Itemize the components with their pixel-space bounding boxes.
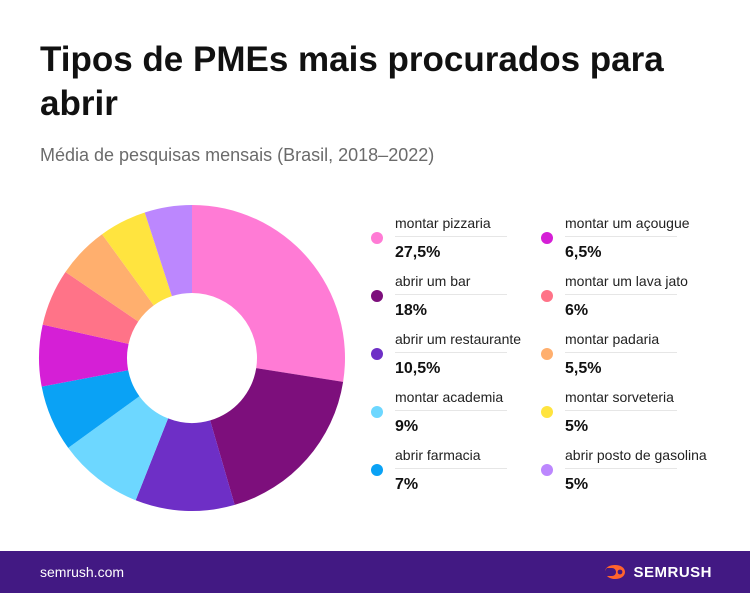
legend-value: 7% xyxy=(395,476,419,493)
legend-item: montar um açougue 6,5% xyxy=(538,208,708,264)
legend-swatch xyxy=(371,464,383,476)
legend-swatch xyxy=(541,406,553,418)
footer-url[interactable]: semrush.com xyxy=(40,564,125,580)
donut-slice-2 xyxy=(210,368,344,505)
donut-slice-8 xyxy=(65,234,154,322)
legend-divider xyxy=(565,236,677,237)
donut-slice-4 xyxy=(68,396,169,501)
legend-item: montar pizzaria 27,5% xyxy=(368,208,538,264)
legend-divider xyxy=(565,410,677,411)
legend-value: 5% xyxy=(565,476,589,493)
legend-item: montar academia 9% xyxy=(368,382,538,438)
legend-value: 6% xyxy=(565,302,589,319)
legend-item: abrir um restaurante 10,5% xyxy=(368,324,538,380)
legend-value: 9% xyxy=(395,418,419,435)
legend-value: 18% xyxy=(395,302,428,319)
legend-swatch xyxy=(541,348,553,360)
legend-divider xyxy=(565,352,677,353)
legend-divider xyxy=(565,468,677,469)
legend-swatch xyxy=(541,464,553,476)
donut-slice-9 xyxy=(102,212,172,306)
legend-item: montar sorveteria 5% xyxy=(538,382,708,438)
legend-swatch xyxy=(541,232,553,244)
legend-label: montar um lava jato xyxy=(565,273,688,289)
legend-swatch xyxy=(371,290,383,302)
donut-slice-3 xyxy=(135,418,235,512)
chart-subtitle: Média de pesquisas mensais (Brasil, 2018… xyxy=(40,145,435,165)
donut-slice-7 xyxy=(42,272,139,344)
legend-label: montar pizzaria xyxy=(395,215,491,231)
legend-item: montar um lava jato 6% xyxy=(538,266,708,322)
legend-item: abrir um bar 18% xyxy=(368,266,538,322)
donut-slice-1 xyxy=(192,205,345,382)
legend-label: montar sorveteria xyxy=(565,389,674,405)
legend-value: 6,5% xyxy=(565,244,602,261)
legend-label: montar padaria xyxy=(565,331,660,347)
legend-label: montar um açougue xyxy=(565,215,690,231)
chart-title: Tipos de PMEs mais procurados para abrir xyxy=(40,40,664,123)
legend-divider xyxy=(565,294,677,295)
legend-swatch xyxy=(371,232,383,244)
legend-swatch xyxy=(541,290,553,302)
donut-slice-10 xyxy=(144,205,192,297)
legend-value: 27,5% xyxy=(395,244,441,261)
legend-divider xyxy=(395,294,507,295)
legend-item: abrir posto de gasolina 5% xyxy=(538,440,708,496)
legend-value: 5,5% xyxy=(565,360,602,377)
legend-label: abrir farmacia xyxy=(395,447,481,463)
donut-slice-5 xyxy=(41,370,140,448)
legend-divider xyxy=(395,410,507,411)
donut-chart xyxy=(39,205,345,512)
legend-swatch xyxy=(371,406,383,418)
donut-slice-6 xyxy=(39,324,129,387)
brand-name: SEMRUSH xyxy=(633,563,712,581)
semrush-flame-icon xyxy=(605,565,626,579)
legend-divider xyxy=(395,468,507,469)
legend-item: abrir farmacia 7% xyxy=(368,440,538,496)
legend-value: 10,5% xyxy=(395,360,441,377)
legend-swatch xyxy=(371,348,383,360)
legend-divider xyxy=(395,352,507,353)
legend-divider xyxy=(395,236,507,237)
legend-label: montar academia xyxy=(395,389,504,405)
footer: semrush.com SEMRUSH xyxy=(0,551,750,593)
brand-logo: SEMRUSH xyxy=(603,563,712,581)
legend-label: abrir um restaurante xyxy=(395,331,522,347)
legend-label: abrir posto de gasolina xyxy=(565,447,707,463)
legend-label: abrir um bar xyxy=(395,273,471,289)
legend-item: montar padaria 5,5% xyxy=(538,324,708,380)
legend-value: 5% xyxy=(565,418,589,435)
